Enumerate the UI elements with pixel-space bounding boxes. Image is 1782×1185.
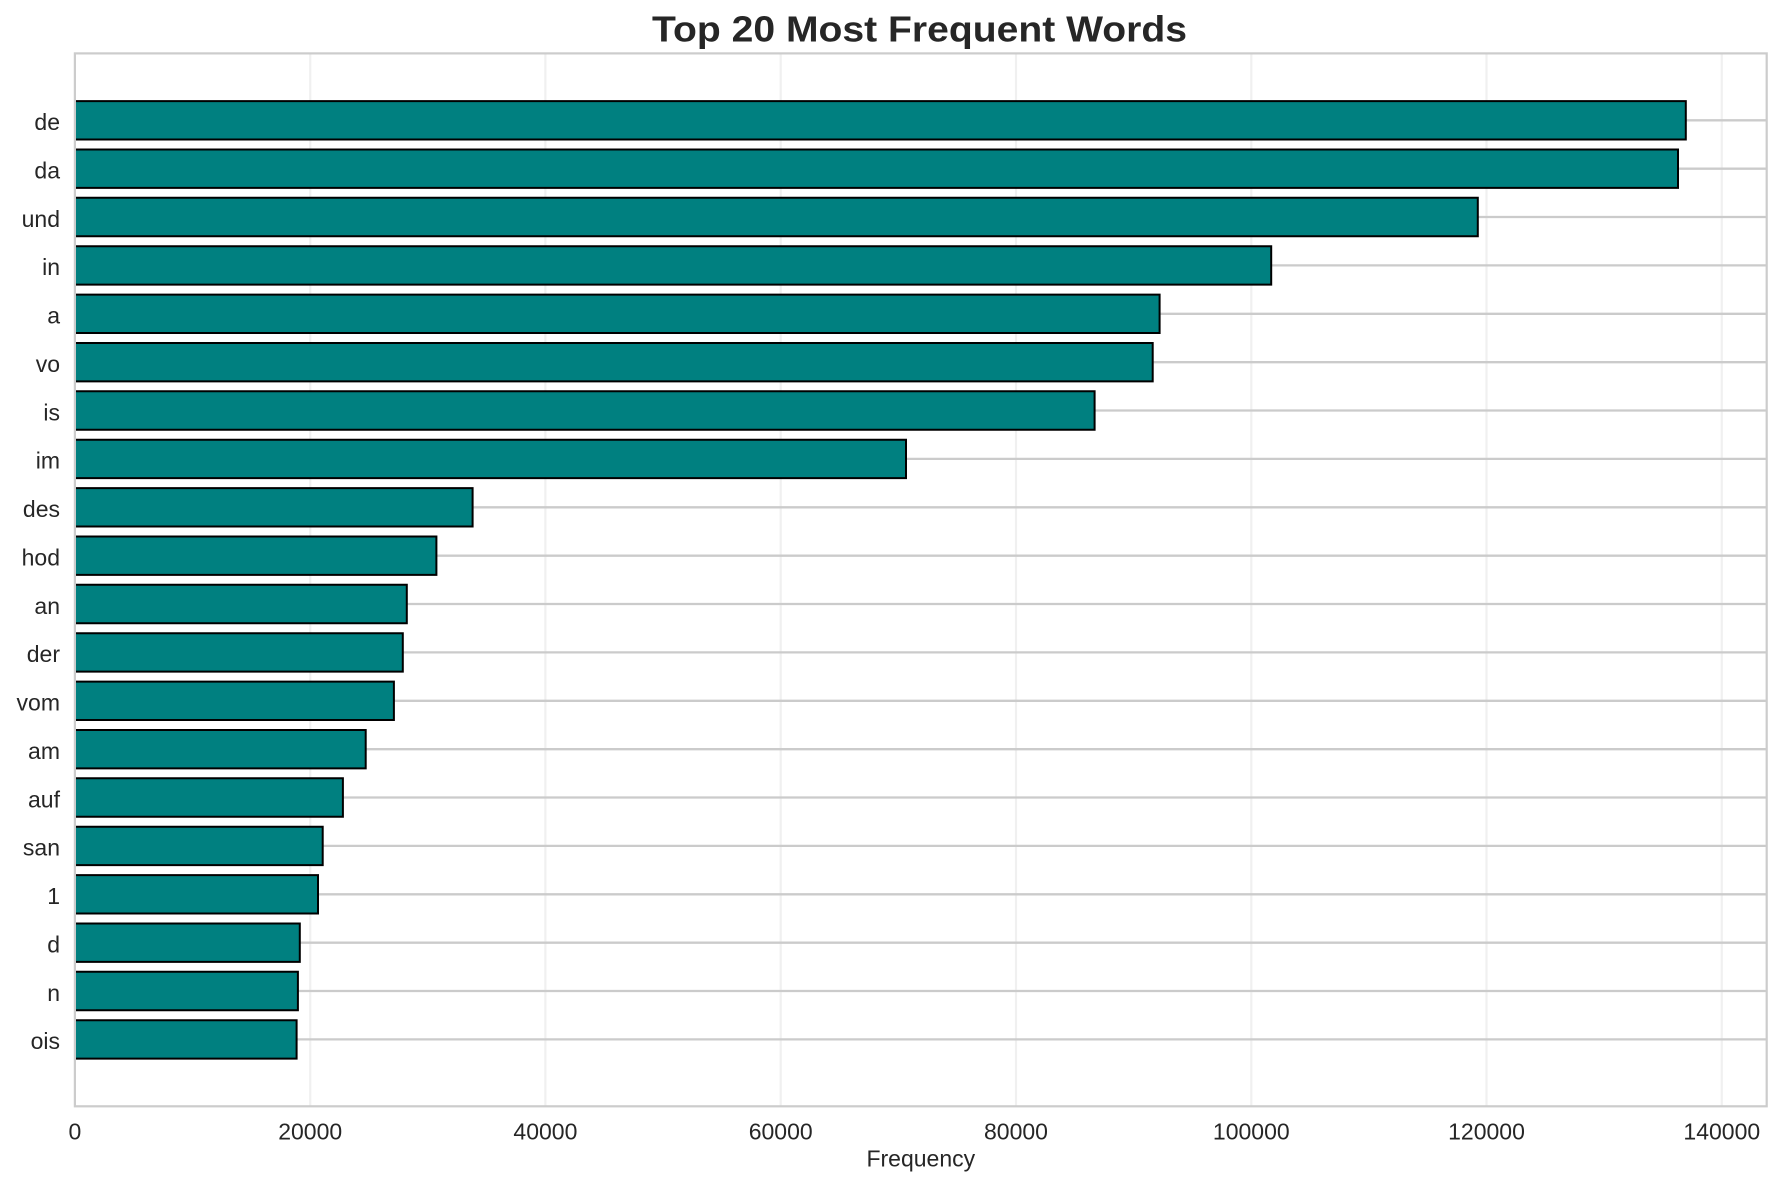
svg-text:vo: vo [36,351,60,377]
svg-text:100000: 100000 [1213,1118,1290,1144]
svg-text:des: des [23,496,60,522]
svg-text:20000: 20000 [278,1118,342,1144]
svg-text:120000: 120000 [1448,1118,1525,1144]
svg-text:hod: hod [22,545,60,571]
svg-text:a: a [47,303,60,329]
svg-text:ois: ois [31,1028,60,1054]
svg-text:am: am [28,738,60,764]
svg-text:an: an [34,593,60,619]
svg-text:is: is [43,399,60,425]
svg-text:auf: auf [28,786,61,812]
svg-text:vom: vom [17,690,60,716]
svg-text:1: 1 [47,883,60,909]
svg-text:Frequency: Frequency [866,1146,975,1172]
svg-text:60000: 60000 [749,1118,813,1144]
svg-text:im: im [36,448,60,474]
svg-text:0: 0 [69,1118,82,1144]
svg-text:n: n [47,980,60,1006]
svg-text:de: de [34,109,60,135]
svg-text:san: san [23,835,60,861]
svg-text:140000: 140000 [1683,1118,1760,1144]
svg-text:40000: 40000 [513,1118,577,1144]
svg-text:d: d [47,932,60,958]
svg-text:der: der [27,641,61,667]
svg-text:da: da [34,158,60,184]
svg-text:Top 20 Most Frequent Words: Top 20 Most Frequent Words [652,8,1187,49]
svg-text:in: in [42,254,60,280]
svg-text:80000: 80000 [984,1118,1048,1144]
svg-text:und: und [22,206,60,232]
